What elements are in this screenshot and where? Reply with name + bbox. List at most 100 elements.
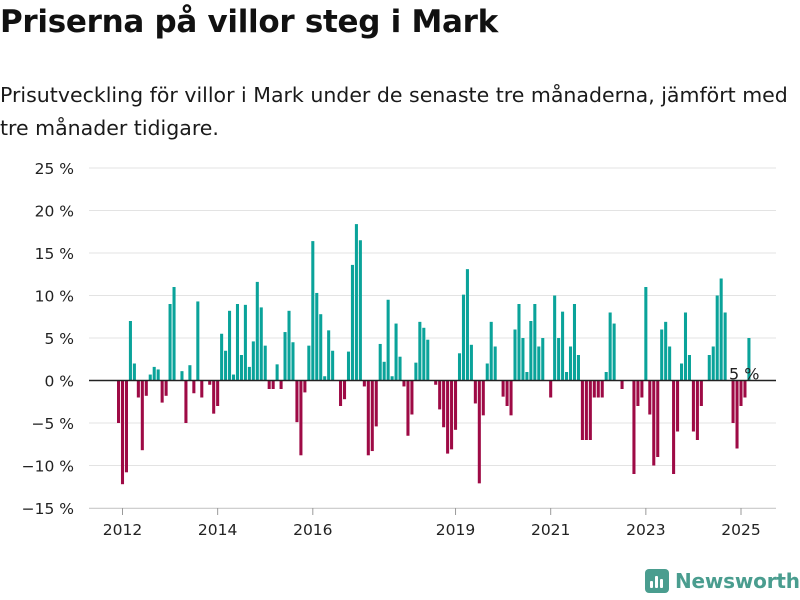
bar — [517, 304, 521, 381]
bar — [164, 380, 168, 396]
bar — [461, 294, 465, 381]
bar — [553, 295, 557, 381]
bar — [144, 380, 148, 396]
bar — [331, 350, 335, 381]
bar — [235, 304, 240, 381]
bar — [719, 278, 723, 381]
bar — [533, 304, 537, 381]
bar — [465, 269, 469, 381]
x-tick-label: 2014 — [198, 521, 237, 539]
bar — [295, 380, 299, 423]
bar — [442, 380, 446, 428]
x-tick-label: 2021 — [531, 521, 570, 539]
bar — [402, 380, 406, 387]
bar — [406, 380, 410, 436]
chart-title: Priserna på villor steg i Mark — [0, 4, 498, 40]
bar — [509, 380, 513, 416]
bar — [216, 380, 220, 406]
bar — [715, 295, 719, 381]
bar — [255, 281, 259, 381]
bar — [493, 346, 497, 381]
bar — [152, 366, 156, 381]
bar — [307, 345, 311, 381]
y-tick-label: 20 % — [35, 203, 74, 221]
bar — [640, 380, 644, 398]
bar — [311, 241, 315, 381]
bar — [287, 310, 291, 381]
bar — [608, 312, 612, 381]
bar — [676, 380, 680, 432]
bar — [450, 380, 454, 450]
bar — [743, 380, 747, 398]
bar — [652, 380, 656, 466]
bar — [699, 380, 703, 406]
bar — [172, 287, 176, 381]
bar — [485, 363, 489, 381]
bar — [410, 380, 414, 415]
bar — [362, 380, 366, 387]
bar — [739, 380, 743, 406]
bar — [660, 329, 664, 381]
bar — [707, 355, 711, 381]
bar — [188, 365, 192, 381]
bar — [212, 380, 216, 414]
bar — [481, 380, 485, 416]
bar — [120, 380, 125, 485]
bar — [668, 346, 672, 381]
bar — [291, 342, 295, 381]
bar — [128, 321, 132, 381]
bar — [228, 310, 232, 381]
bar — [140, 380, 144, 451]
bar — [525, 372, 529, 381]
y-tick-label: 5 % — [44, 330, 74, 348]
x-tick-label: 2016 — [293, 521, 332, 539]
bar — [370, 380, 374, 452]
bar — [184, 380, 188, 423]
bar — [477, 380, 481, 484]
bar — [656, 380, 660, 457]
bar — [568, 346, 573, 381]
bar — [319, 314, 323, 381]
bar — [565, 372, 569, 381]
y-axis-ticks: −15 % −10 % −5 % 0 % 5 % 10 % 15 % 20 % 25 % — [22, 160, 74, 518]
bar — [374, 380, 378, 427]
bar — [303, 380, 307, 393]
bar — [196, 301, 200, 381]
y-tick-label: 10 % — [35, 288, 74, 306]
x-axis: 2012 2014 2016 2019 2021 2023 2025 — [89, 508, 776, 539]
bar — [342, 380, 347, 400]
bar — [160, 380, 164, 403]
bar — [529, 321, 533, 381]
bar — [549, 380, 553, 398]
bar — [747, 338, 751, 381]
bar — [454, 380, 458, 430]
bar — [136, 380, 140, 398]
bar — [636, 380, 640, 406]
bar — [687, 355, 691, 381]
y-tick-label: 15 % — [35, 245, 74, 263]
bar — [588, 380, 592, 440]
x-tick-label: 2023 — [626, 521, 665, 539]
bar — [398, 356, 402, 381]
x-tick-label: 2012 — [103, 521, 142, 539]
bar — [489, 321, 493, 381]
bar — [390, 376, 394, 381]
x-tick-label: 2019 — [436, 521, 475, 539]
bar — [200, 380, 204, 398]
bar — [457, 353, 462, 381]
bar — [148, 374, 152, 381]
bar — [156, 369, 160, 381]
bar — [561, 311, 565, 381]
bar — [438, 380, 442, 410]
last-value-annotation: 5 % — [729, 365, 759, 384]
bar — [711, 346, 715, 381]
bar — [473, 380, 477, 404]
bar — [537, 346, 541, 381]
bar — [513, 329, 517, 381]
bar — [557, 338, 561, 381]
bar — [267, 380, 271, 389]
bar — [572, 304, 577, 381]
bar — [596, 380, 600, 398]
bar — [604, 372, 608, 381]
bar — [315, 292, 319, 381]
